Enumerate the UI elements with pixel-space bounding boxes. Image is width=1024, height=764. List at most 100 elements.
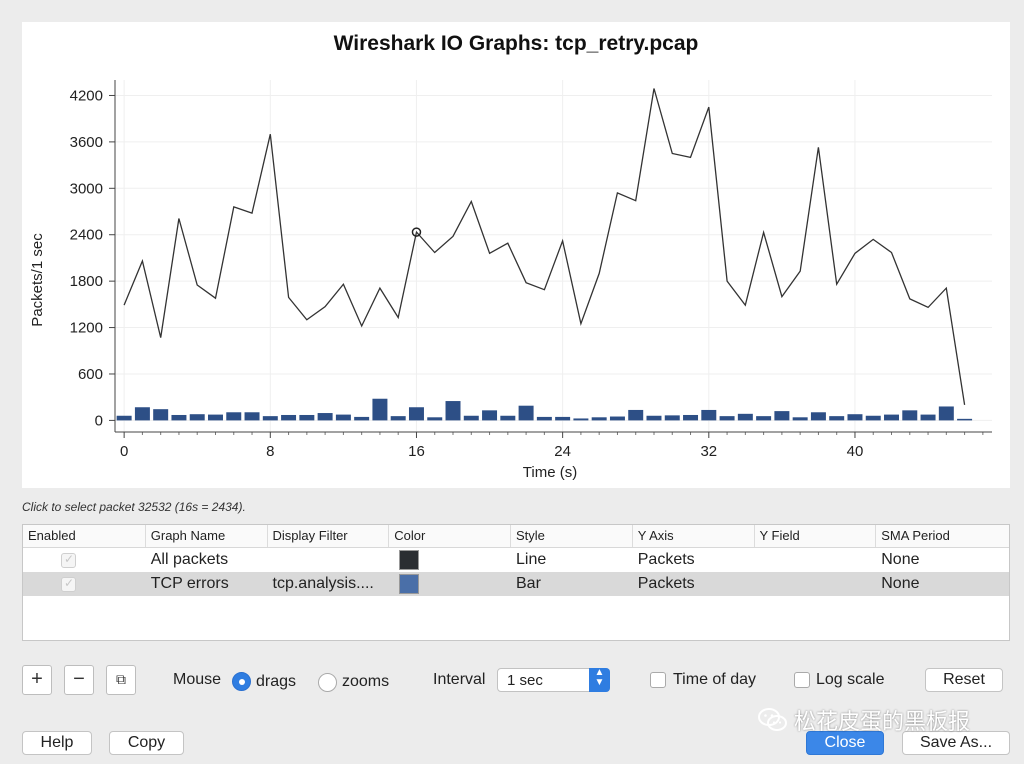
reset-button[interactable]: Reset bbox=[925, 668, 1003, 692]
y-tick-label: 1200 bbox=[70, 320, 103, 337]
mouse-zooms-label[interactable]: zooms bbox=[342, 673, 390, 690]
tcp-errors-bar bbox=[354, 416, 370, 421]
tcp-errors-bar bbox=[591, 417, 607, 421]
time-of-day-checkbox[interactable] bbox=[650, 672, 666, 688]
header-graph-name[interactable]: Graph Name bbox=[146, 525, 268, 547]
interval-label: Interval bbox=[433, 671, 486, 688]
tcp-errors-bar bbox=[207, 414, 223, 421]
y-tick-label: 3000 bbox=[70, 180, 103, 197]
header-enabled[interactable]: Enabled bbox=[23, 525, 146, 547]
tcp-errors-bar bbox=[244, 412, 260, 421]
copy-button[interactable]: Copy bbox=[109, 731, 184, 755]
log-scale-label[interactable]: Log scale bbox=[816, 671, 885, 688]
table-row[interactable]: All packets Line Packets None bbox=[23, 548, 1009, 572]
tcp-errors-bar bbox=[938, 406, 954, 421]
enabled-cell bbox=[23, 552, 146, 568]
sma-period-cell[interactable]: None bbox=[881, 575, 920, 592]
tcp-errors-bar bbox=[664, 415, 680, 421]
tcp-errors-bar bbox=[774, 411, 790, 421]
color-cell bbox=[389, 550, 511, 570]
mouse-drags-radio[interactable] bbox=[232, 672, 251, 691]
tcp-errors-bar bbox=[299, 414, 315, 421]
header-sma-period[interactable]: SMA Period bbox=[881, 528, 950, 543]
tcp-errors-bar bbox=[646, 415, 662, 421]
tcp-errors-bar bbox=[865, 415, 881, 421]
header-style[interactable]: Style bbox=[511, 525, 633, 547]
tcp-errors-bar bbox=[701, 409, 717, 421]
x-tick-label: 32 bbox=[700, 443, 717, 460]
graph-name-cell[interactable]: TCP errors bbox=[150, 575, 229, 592]
enabled-checkbox[interactable] bbox=[61, 576, 76, 592]
minus-icon: − bbox=[73, 668, 85, 690]
tcp-errors-bar bbox=[262, 416, 278, 421]
tcp-errors-bar bbox=[281, 414, 297, 421]
tcp-errors-bar bbox=[116, 415, 132, 421]
tcp-errors-bar bbox=[518, 405, 534, 421]
add-graph-button[interactable]: + bbox=[22, 665, 52, 695]
all-packets-line bbox=[123, 88, 966, 406]
tcp-errors-bar bbox=[500, 415, 516, 421]
tcp-errors-bar bbox=[756, 416, 772, 421]
chevron-updown-icon: ▲ ▼ bbox=[589, 668, 610, 692]
tcp-errors-bar bbox=[317, 413, 333, 421]
tcp-errors-bar bbox=[792, 417, 808, 421]
header-y-axis[interactable]: Y Axis bbox=[633, 525, 755, 547]
x-tick-label: 8 bbox=[266, 443, 274, 460]
y-axis-cell[interactable]: Packets bbox=[637, 575, 695, 592]
y-tick-label: 1800 bbox=[70, 273, 103, 290]
enabled-checkbox[interactable] bbox=[61, 552, 76, 568]
copy-icon: ⧉ bbox=[116, 671, 126, 687]
copy-graph-button[interactable]: ⧉ bbox=[106, 665, 136, 695]
mouse-label: Mouse bbox=[173, 671, 222, 688]
selected-point-marker bbox=[411, 227, 422, 237]
table-header: Enabled Graph Name Display Filter Color … bbox=[23, 525, 1009, 548]
enabled-cell bbox=[23, 576, 146, 592]
graph-name-cell[interactable]: All packets bbox=[150, 551, 229, 568]
header-y-field[interactable]: Y Field bbox=[755, 525, 877, 547]
tcp-errors-bar bbox=[427, 417, 443, 421]
tcp-errors-bar bbox=[408, 407, 424, 421]
log-scale-checkbox[interactable] bbox=[794, 672, 810, 688]
color-swatch[interactable] bbox=[399, 550, 420, 570]
tcp-errors-bar bbox=[463, 415, 479, 421]
mouse-zooms-radio[interactable] bbox=[318, 673, 337, 692]
tcp-errors-bar bbox=[171, 414, 187, 421]
style-cell[interactable]: Bar bbox=[516, 575, 541, 592]
color-swatch[interactable] bbox=[399, 574, 420, 594]
mouse-drags-label[interactable]: drags bbox=[256, 673, 297, 690]
tcp-errors-bar bbox=[153, 409, 169, 421]
interval-select[interactable]: 1 sec ▲ ▼ bbox=[497, 668, 610, 692]
io-graph-chart[interactable]: Wireshark IO Graphs: tcp_retry.pcap 0 600… bbox=[22, 22, 1010, 488]
y-tick-label: 2400 bbox=[70, 227, 103, 244]
remove-graph-button[interactable]: − bbox=[64, 665, 94, 695]
tcp-errors-bar bbox=[719, 416, 735, 421]
header-color[interactable]: Color bbox=[389, 525, 511, 547]
header-display-filter[interactable]: Display Filter bbox=[268, 525, 390, 547]
help-button[interactable]: Help bbox=[22, 731, 92, 755]
tcp-errors-bar bbox=[445, 401, 461, 421]
color-cell bbox=[389, 574, 511, 594]
tcp-errors-bar bbox=[372, 398, 388, 421]
tcp-errors-bar bbox=[573, 418, 589, 421]
save-as-button[interactable]: Save As... bbox=[902, 731, 1010, 755]
io-graph-svg[interactable]: Wireshark IO Graphs: tcp_retry.pcap 0 600… bbox=[22, 22, 1010, 488]
display-filter-cell[interactable]: tcp.analysis.... bbox=[272, 575, 374, 592]
tcp-errors-bar bbox=[335, 414, 351, 421]
y-tick-label: 4200 bbox=[70, 87, 103, 104]
tcp-errors-bar bbox=[920, 414, 936, 421]
y-axis-cell[interactable]: Packets bbox=[637, 551, 695, 568]
tcp-errors-bar bbox=[829, 416, 845, 421]
style-cell[interactable]: Line bbox=[516, 551, 547, 568]
close-button[interactable]: Close bbox=[806, 731, 884, 755]
graphs-table[interactable]: Enabled Graph Name Display Filter Color … bbox=[22, 524, 1010, 641]
tcp-errors-bar bbox=[189, 414, 205, 421]
x-axis-label: Time (s) bbox=[523, 464, 577, 481]
sma-period-cell[interactable]: None bbox=[881, 551, 920, 568]
time-of-day-label[interactable]: Time of day bbox=[673, 671, 756, 688]
table-row-selected[interactable]: TCP errors tcp.analysis.... Bar Packets … bbox=[23, 572, 1009, 596]
y-tick-label: 3600 bbox=[70, 134, 103, 151]
tcp-errors-bar bbox=[226, 412, 242, 421]
status-message: Click to select packet 32532 (16s = 2434… bbox=[22, 500, 246, 514]
tcp-errors-bar bbox=[902, 410, 918, 421]
tcp-errors-bar bbox=[536, 416, 552, 421]
